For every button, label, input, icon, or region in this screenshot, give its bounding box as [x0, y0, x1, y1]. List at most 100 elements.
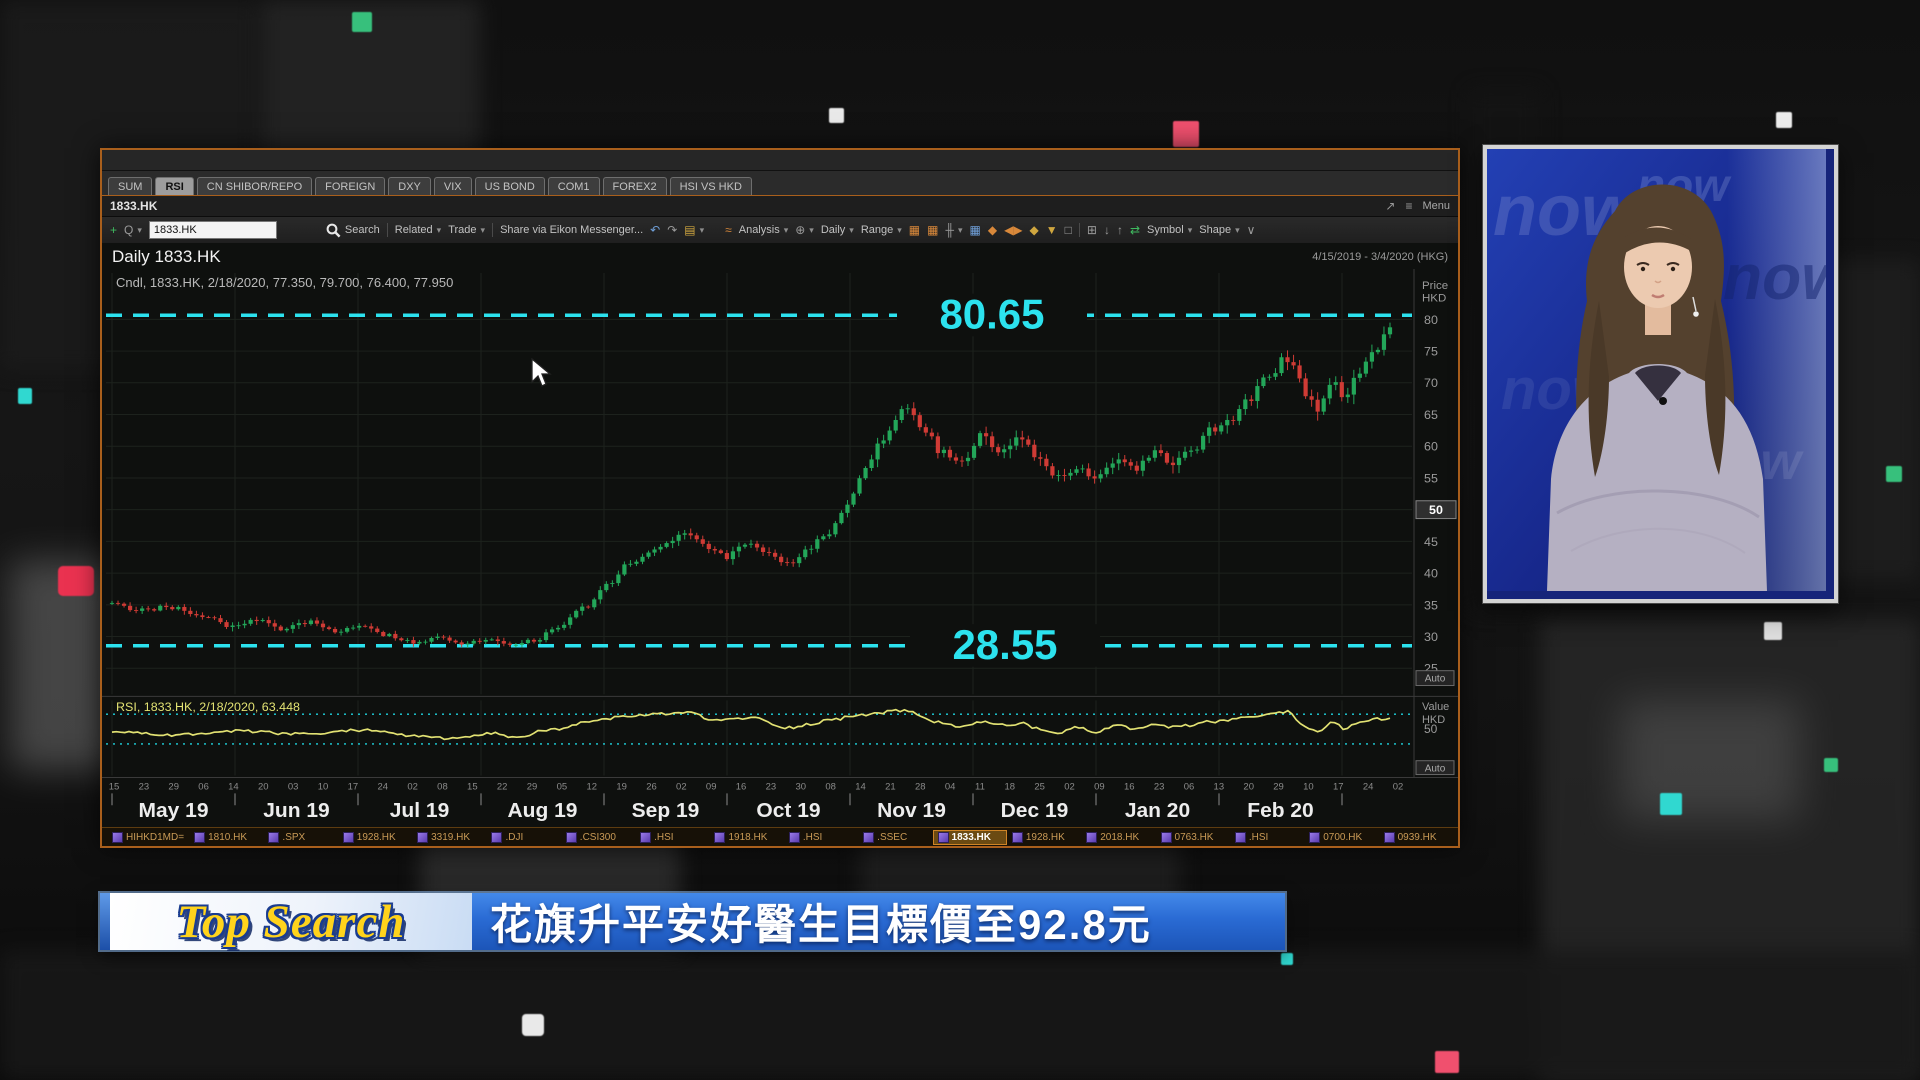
share-messenger-button[interactable]: Share via Eikon Messenger...	[500, 224, 644, 236]
menu-icon[interactable]: ≡	[1405, 199, 1413, 213]
symbol-menu[interactable]: Symbol	[1147, 224, 1184, 236]
ticker-item[interactable]: .SSEC	[859, 831, 931, 844]
svg-text:24: 24	[377, 781, 388, 792]
tab-cn-shibor-repo[interactable]: CN SHIBOR/REPO	[196, 177, 313, 195]
search-button[interactable]: Search	[326, 223, 380, 238]
ticker-item[interactable]: .SPX	[264, 831, 336, 844]
eikon-terminal-window: SUM RSI CN SHIBOR/REPO FOREIGN DXY VIX US BOND…	[100, 148, 1460, 848]
ticker-item[interactable]: 1918.HK	[710, 831, 782, 844]
bokeh-square	[1660, 793, 1682, 815]
svg-text:Cndl, 1833.HK, 2/18/2020, 77.3: Cndl, 1833.HK, 2/18/2020, 77.350, 79.700…	[116, 275, 453, 290]
chart-type-icon[interactable]: ▦	[927, 223, 939, 237]
chart-area: Daily 1833.HK 4/15/2019 - 3/4/2020 (HKG)…	[102, 243, 1458, 827]
related-menu[interactable]: Related	[394, 224, 433, 236]
instrument-icon	[268, 831, 280, 843]
select-box-icon[interactable]: □	[1064, 223, 1072, 237]
top-search-banner: Top Search 花旗升平安好醫生目標價至92.8元	[100, 893, 1285, 950]
tab-vix[interactable]: VIX	[433, 177, 472, 195]
instrument-icon	[1309, 831, 1321, 843]
symbol-input[interactable]	[148, 221, 277, 239]
caret-icon: ▾	[1187, 224, 1193, 235]
ticker-item[interactable]: 3319.HK	[413, 831, 485, 844]
ticker-code: 2018.HK	[1100, 831, 1140, 843]
tab-forex2[interactable]: FOREX2	[602, 177, 667, 195]
banner-headline: 花旗升平安好醫生目標價至92.8元	[472, 893, 1285, 950]
undo-icon[interactable]: ↶	[650, 223, 661, 237]
settings-gear-icon[interactable]: ⊕	[795, 223, 806, 237]
ticker-item[interactable]: 1928.HK	[339, 831, 411, 844]
analysis-menu[interactable]: Analysis	[738, 224, 780, 236]
ticker-item[interactable]: .CSI300	[562, 831, 634, 844]
svg-text:04: 04	[945, 781, 956, 792]
svg-text:20: 20	[1243, 781, 1254, 792]
ticker-code: .HSI	[654, 831, 674, 843]
divider	[492, 223, 494, 237]
ticker-item[interactable]: 0763.HK	[1157, 831, 1229, 844]
ticker-code: 0700.HK	[1323, 831, 1363, 843]
ticker-item[interactable]: 0700.HK	[1305, 831, 1377, 844]
marker-icon[interactable]: ◆	[987, 223, 998, 237]
menu-button[interactable]: Menu	[1422, 200, 1450, 212]
window-titlebar[interactable]	[102, 150, 1458, 171]
panel-icon[interactable]: ▦	[969, 223, 981, 237]
shape-menu[interactable]: Shape	[1199, 224, 1232, 236]
tab-us-bond[interactable]: US BOND	[474, 177, 545, 195]
tab-hsi-vs-hkd[interactable]: HSI VS HKD	[669, 177, 752, 195]
ticker-item[interactable]: 1928.HK	[1008, 831, 1080, 844]
svg-text:Feb 20: Feb 20	[1247, 799, 1313, 822]
svg-text:09: 09	[706, 781, 717, 792]
caret-icon: ▾	[897, 224, 902, 235]
ticker-item[interactable]: 2018.HK	[1082, 831, 1154, 844]
svg-text:29: 29	[168, 781, 179, 792]
collapse-chevron-icon[interactable]: ∨	[1246, 223, 1256, 237]
axis-icon[interactable]: ╫	[945, 223, 954, 237]
instrument-icon	[1086, 831, 1098, 843]
svg-text:13: 13	[1214, 781, 1225, 792]
dropdown-caret-icon[interactable]: ▾	[137, 224, 142, 235]
tab-dxy[interactable]: DXY	[388, 177, 431, 195]
add-icon[interactable]: +	[110, 223, 118, 237]
ticker-item[interactable]: .HSI	[1231, 831, 1303, 844]
trade-menu[interactable]: Trade	[448, 224, 477, 236]
ticker-item[interactable]: 1810.HK	[190, 831, 262, 844]
diamond-icon[interactable]: ◆	[1029, 223, 1039, 237]
quote-icon[interactable]: Q	[124, 223, 134, 237]
hourglass-icon[interactable]: ▼	[1045, 223, 1058, 237]
popout-icon[interactable]: ↗	[1385, 199, 1396, 213]
ticker-item[interactable]: .DJI	[487, 831, 559, 844]
expand-icon[interactable]: ⊞	[1086, 223, 1097, 237]
ticker-item[interactable]: .HSI	[785, 831, 857, 844]
ticker-code: 0763.HK	[1174, 831, 1214, 843]
tab-sum[interactable]: SUM	[108, 177, 153, 195]
redo-icon[interactable]: ↷	[667, 223, 678, 237]
instrument-icon	[1011, 831, 1023, 843]
ticker-item[interactable]: 0939.HK	[1380, 831, 1452, 844]
divider	[1078, 223, 1080, 237]
bokeh-square	[1824, 758, 1838, 772]
tab-com1[interactable]: COM1	[547, 177, 600, 195]
symbol-swap-icon[interactable]: ⇄	[1129, 223, 1141, 237]
arrow-up-icon[interactable]: ↑	[1116, 223, 1123, 237]
bokeh-square	[829, 108, 844, 123]
caret-icon: ▾	[480, 224, 486, 235]
svg-text:Dec 19: Dec 19	[1001, 799, 1069, 822]
svg-text:10: 10	[1303, 781, 1314, 792]
ticker-item[interactable]: .HSI	[636, 831, 708, 844]
tab-rsi[interactable]: RSI	[155, 177, 194, 195]
ticker-code: .HSI	[1248, 831, 1269, 843]
svg-text:20: 20	[258, 781, 269, 792]
chart-type-icon[interactable]: ▦	[908, 223, 921, 237]
arrow-down-icon[interactable]: ↓	[1103, 223, 1110, 237]
ticker-item[interactable]: 1833.HK	[932, 829, 1007, 845]
caret-icon: ▾	[1235, 224, 1240, 235]
bg-glow	[1620, 700, 1800, 820]
ticker-item[interactable]: HIHKD1MD=	[108, 831, 188, 844]
interval-menu[interactable]: Daily	[820, 224, 846, 236]
candlestick-chart[interactable]: 80.65 28.55 Cndl, 1833.HK, 2/18/2020, 77.3…	[102, 269, 1458, 827]
bokeh-square	[1173, 121, 1199, 147]
folder-icon[interactable]: ▤	[684, 223, 696, 237]
zoom-arrows-icon[interactable]: ◀▶	[1004, 223, 1023, 237]
tab-foreign[interactable]: FOREIGN	[315, 177, 386, 195]
range-menu[interactable]: Range	[860, 224, 894, 236]
toolbar-chart-controls: ≈ Analysis ▾ ⊕ ▾ Daily ▾ Range ▾ ▦ ▦ ╫ ▾ ▦ ◆…	[725, 223, 1255, 237]
